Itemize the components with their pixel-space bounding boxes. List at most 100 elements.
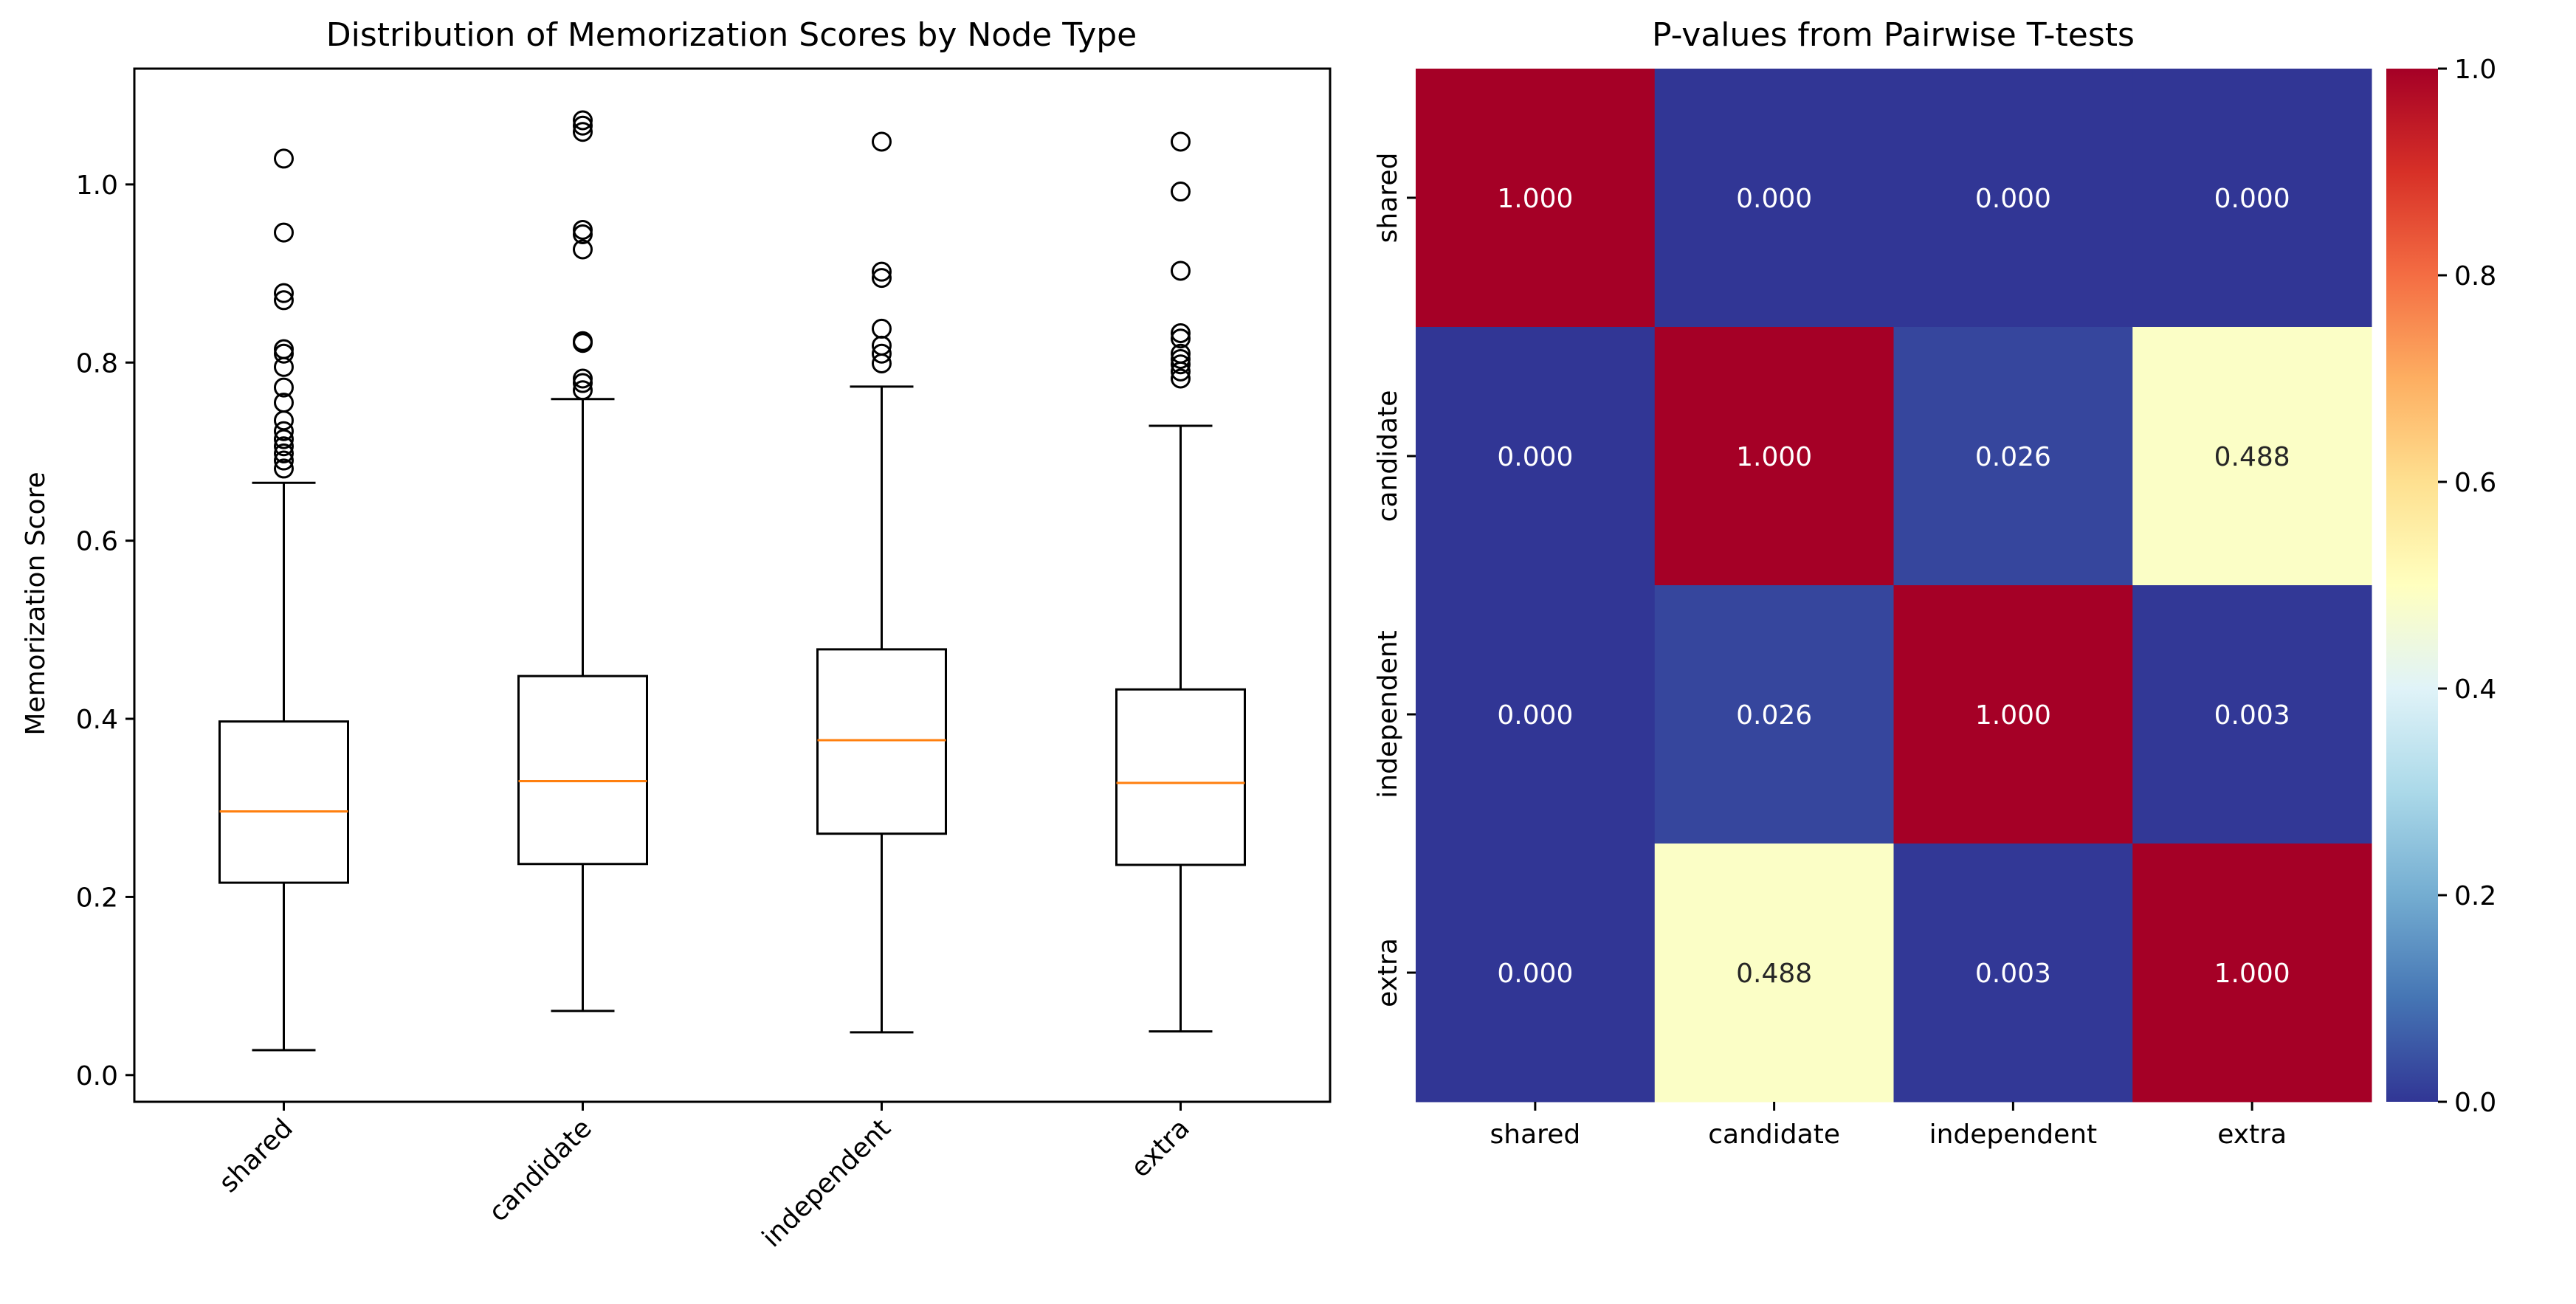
outlier-point bbox=[1171, 131, 1191, 152]
heatmap-cell-independent-candidate bbox=[1654, 585, 1894, 844]
outlier-point bbox=[274, 436, 294, 457]
heatmap-value-label: 0.026 bbox=[1736, 700, 1812, 731]
heatmap-value-label: 0.488 bbox=[1736, 959, 1812, 989]
outlier-point bbox=[573, 219, 593, 240]
outlier-point bbox=[274, 377, 294, 398]
colorbar-gradient bbox=[2386, 69, 2438, 1102]
heatmap-value-label: 0.000 bbox=[1497, 442, 1573, 472]
box-candidate bbox=[517, 110, 648, 1013]
heatmap-cell-extra-shared bbox=[1416, 844, 1656, 1103]
outlier-point bbox=[872, 131, 892, 152]
outlier-point bbox=[274, 339, 294, 359]
column-label: independent bbox=[1929, 1120, 2098, 1150]
outlier-point bbox=[274, 148, 294, 169]
heatmap-title: P-values from Pairwise T-tests bbox=[1652, 16, 2135, 54]
boxplot-y-axis-ticks: 0.0 0.2 0.4 0.6 0.8 1.0 bbox=[76, 170, 134, 1091]
outlier-point bbox=[274, 222, 294, 243]
heatmap-cell-shared-shared bbox=[1416, 69, 1656, 328]
heatmap-value-labels: 1.000 0.000 0.000 0.000 0.000 1.000 0.026 0.488… bbox=[1497, 184, 2290, 989]
outlier-point bbox=[274, 421, 294, 441]
boxplot-title: Distribution of Memorization Scores by N… bbox=[326, 16, 1137, 54]
outlier-point bbox=[1171, 322, 1191, 343]
outlier-point bbox=[872, 268, 892, 289]
outlier-point bbox=[872, 318, 892, 339]
colorbar-tick-label: 1.0 bbox=[2454, 55, 2496, 85]
heatmap-value-label: 0.000 bbox=[2214, 184, 2290, 214]
outlier-point bbox=[274, 443, 294, 463]
heatmap-value-label: 1.000 bbox=[1736, 442, 1812, 472]
outlier-point bbox=[274, 283, 294, 303]
y-tick-label: 0.2 bbox=[76, 883, 118, 913]
colorbar-tick-label: 0.2 bbox=[2454, 881, 2496, 911]
outlier-point bbox=[573, 115, 593, 136]
iqr-box bbox=[218, 720, 349, 884]
y-tick-label: 0.6 bbox=[76, 527, 118, 557]
column-label: candidate bbox=[1708, 1120, 1840, 1150]
heatmap-value-label: 0.000 bbox=[1975, 184, 2051, 214]
outlier-point bbox=[1171, 182, 1191, 202]
colorbar-tick-label: 0.8 bbox=[2454, 261, 2496, 291]
outlier-point bbox=[274, 343, 294, 364]
outlier-point bbox=[1171, 368, 1191, 389]
y-tick-label: 1.0 bbox=[76, 170, 118, 201]
outlier-point bbox=[573, 122, 593, 142]
outlier-point bbox=[573, 368, 593, 389]
heatmap-column-labels: shared candidate independent extra bbox=[1490, 1102, 2287, 1150]
x-tick-label: shared bbox=[213, 1113, 299, 1198]
outlier-point bbox=[1171, 328, 1191, 349]
x-tick-label: extra bbox=[1126, 1113, 1196, 1183]
outlier-point bbox=[274, 450, 294, 471]
iqr-box bbox=[1115, 688, 1246, 866]
row-label: independent bbox=[1373, 630, 1403, 798]
outlier-point bbox=[573, 110, 593, 131]
heatmap-cell-extra-candidate bbox=[1654, 844, 1894, 1103]
box-extra bbox=[1115, 131, 1246, 1033]
iqr-box bbox=[816, 648, 947, 835]
row-label: extra bbox=[1373, 938, 1403, 1007]
outlier-point bbox=[274, 458, 294, 479]
column-label: extra bbox=[2217, 1120, 2287, 1150]
heatmap-value-label: 0.000 bbox=[1497, 959, 1573, 989]
boxplot-x-axis-ticks: shared candidate independent extra bbox=[213, 1102, 1196, 1253]
iqr-box bbox=[517, 675, 648, 866]
outlier-point bbox=[1171, 261, 1191, 281]
outlier-point bbox=[1171, 348, 1191, 369]
heatmap-cell-candidate-extra bbox=[2132, 327, 2372, 586]
outlier-point bbox=[573, 331, 593, 351]
row-label: candidate bbox=[1373, 390, 1403, 522]
colorbar: 0.0 0.2 0.4 0.6 0.8 1.0 bbox=[2386, 55, 2496, 1118]
heatmap-value-label: 0.488 bbox=[2214, 442, 2290, 472]
colorbar-tick-label: 0.6 bbox=[2454, 468, 2496, 498]
heatmap-value-label: 0.026 bbox=[1975, 442, 2051, 472]
boxplot-y-axis-label: Memorization Score bbox=[21, 472, 51, 735]
heatmap-cell-independent-independent bbox=[1893, 585, 2133, 844]
colorbar-ticks: 0.0 0.2 0.4 0.6 0.8 1.0 bbox=[2438, 55, 2496, 1118]
outlier-point bbox=[1171, 343, 1191, 364]
heatmap-cell-shared-candidate bbox=[1654, 69, 1894, 328]
y-tick-label: 0.0 bbox=[76, 1061, 118, 1091]
outlier-point bbox=[274, 410, 294, 431]
box-shared bbox=[218, 148, 349, 1052]
heatmap-cell-candidate-independent bbox=[1893, 327, 2133, 586]
heatmap-cell-independent-extra bbox=[2132, 585, 2372, 844]
outlier-point bbox=[573, 239, 593, 260]
heatmap-cell-candidate-shared bbox=[1416, 327, 1656, 586]
x-tick-label: independent bbox=[757, 1113, 897, 1253]
heatmap-cell-independent-shared bbox=[1416, 585, 1656, 844]
outlier-point bbox=[872, 343, 892, 364]
heatmap-value-label: 0.003 bbox=[1975, 959, 2051, 989]
heatmap-row-labels: shared candidate independent extra bbox=[1373, 153, 1416, 1007]
heatmap-value-label: 1.000 bbox=[1497, 184, 1573, 214]
y-tick-label: 0.8 bbox=[76, 348, 118, 379]
row-label: shared bbox=[1373, 153, 1403, 244]
heatmap-value-label: 0.000 bbox=[1497, 700, 1573, 731]
boxplot-plot-frame bbox=[133, 67, 1332, 1103]
x-tick-label: candidate bbox=[483, 1113, 598, 1227]
outlier-point bbox=[274, 393, 294, 413]
heatmap-value-label: 1.000 bbox=[1975, 700, 2051, 731]
heatmap-cells bbox=[1416, 69, 2372, 1103]
heatmap-cell-shared-independent bbox=[1893, 69, 2133, 328]
boxplot-panel: Distribution of Memorization Scores by N… bbox=[21, 16, 1332, 1253]
outlier-point bbox=[274, 290, 294, 311]
